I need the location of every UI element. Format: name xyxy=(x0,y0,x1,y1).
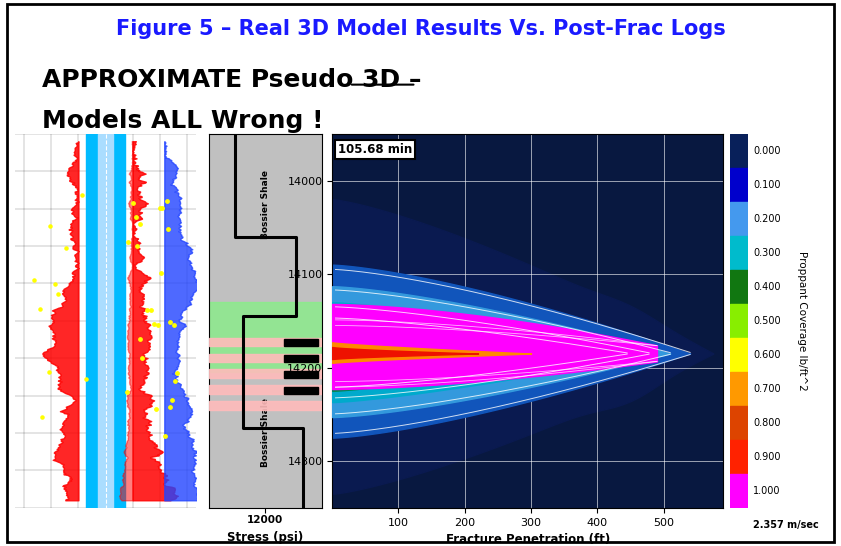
Point xyxy=(134,220,147,229)
Text: 0.600: 0.600 xyxy=(754,350,780,360)
Bar xyxy=(730,134,748,168)
Point xyxy=(59,244,72,252)
Point xyxy=(44,222,57,230)
Point xyxy=(147,320,161,329)
Point xyxy=(130,213,143,222)
Point xyxy=(145,305,158,314)
Bar xyxy=(730,236,748,270)
Bar xyxy=(209,401,322,410)
Point xyxy=(42,367,56,376)
Text: 0.300: 0.300 xyxy=(754,248,780,258)
Text: 0.800: 0.800 xyxy=(754,418,780,428)
Text: Figure 5 – Real 3D Model Results Vs. Post-Frac Logs: Figure 5 – Real 3D Model Results Vs. Pos… xyxy=(115,19,726,39)
Point xyxy=(75,190,88,199)
Point xyxy=(122,238,135,246)
Point xyxy=(79,375,93,384)
Point xyxy=(163,318,177,327)
Text: 0.000: 0.000 xyxy=(754,146,780,156)
Point xyxy=(160,197,173,205)
Text: 0.200: 0.200 xyxy=(754,214,780,224)
Bar xyxy=(730,304,748,338)
Point xyxy=(150,405,163,413)
X-axis label: Stress (psi): Stress (psi) xyxy=(227,531,304,544)
Text: 105.68 min: 105.68 min xyxy=(338,143,412,156)
Point xyxy=(156,203,169,212)
Text: 1.000: 1.000 xyxy=(754,486,780,496)
Bar xyxy=(209,353,322,362)
Bar xyxy=(730,474,748,508)
Bar xyxy=(209,337,322,346)
Point xyxy=(130,242,144,251)
Point xyxy=(161,224,175,233)
Bar xyxy=(209,385,322,394)
Point xyxy=(154,269,167,277)
Point xyxy=(158,431,172,440)
Point xyxy=(35,413,49,422)
Point xyxy=(135,353,149,362)
Point xyxy=(134,335,147,343)
Point xyxy=(168,377,182,385)
Point xyxy=(163,403,177,412)
Text: Proppant Coverage lb/ft^2: Proppant Coverage lb/ft^2 xyxy=(797,251,807,390)
Text: APPROXIMATE Pseudo 3D –: APPROXIMATE Pseudo 3D – xyxy=(42,68,421,92)
Text: 0.900: 0.900 xyxy=(754,452,780,462)
Bar xyxy=(284,371,318,378)
Bar xyxy=(730,406,748,440)
Bar xyxy=(284,340,318,346)
Text: 0.100: 0.100 xyxy=(754,180,780,190)
Point xyxy=(51,289,65,298)
Point xyxy=(34,304,47,313)
Text: 0.700: 0.700 xyxy=(754,384,780,394)
Text: Models ALL Wrong !: Models ALL Wrong ! xyxy=(42,109,324,133)
Bar xyxy=(284,387,318,394)
Point xyxy=(153,204,167,212)
Point xyxy=(49,280,62,289)
Bar xyxy=(730,372,748,406)
Text: 0.500: 0.500 xyxy=(754,316,780,326)
Point xyxy=(166,395,179,404)
Text: 0.400: 0.400 xyxy=(754,282,780,292)
Text: 2.357 m/sec: 2.357 m/sec xyxy=(754,520,819,530)
Point xyxy=(140,306,154,314)
Point xyxy=(151,321,164,329)
Bar xyxy=(730,202,748,236)
Bar xyxy=(730,338,748,372)
Bar xyxy=(730,440,748,474)
Point xyxy=(170,369,183,377)
Bar xyxy=(730,270,748,304)
Point xyxy=(27,276,40,285)
Bar xyxy=(86,134,125,508)
X-axis label: Fracture Penetration (ft): Fracture Penetration (ft) xyxy=(446,533,610,546)
Point xyxy=(167,321,181,329)
Bar xyxy=(284,355,318,362)
Bar xyxy=(98,134,113,508)
Text: Bossier Shale: Bossier Shale xyxy=(261,170,270,239)
Bar xyxy=(209,302,322,372)
Bar xyxy=(209,370,322,378)
Point xyxy=(120,387,134,396)
Bar xyxy=(730,168,748,202)
Point xyxy=(126,198,140,207)
Text: Bossier Shale: Bossier Shale xyxy=(261,399,270,467)
